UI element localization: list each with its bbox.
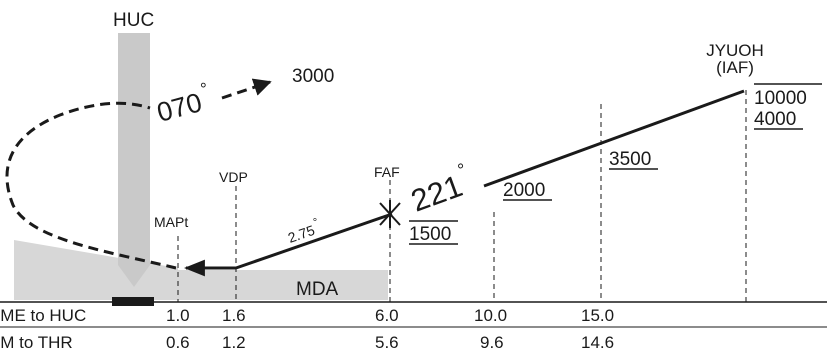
faf-altitude: 1500: [409, 224, 451, 245]
mapt-label: MAPt: [154, 214, 188, 230]
dme-value: 15.0: [581, 306, 614, 325]
dme-value: 6.0: [375, 306, 399, 325]
initial-segment-line: [483, 89, 745, 188]
huc-label: HUC: [113, 10, 154, 31]
nm-value: 9.6: [480, 333, 504, 352]
missed-approach-outbound: [221, 78, 272, 100]
iaf-type-label: (IAF): [716, 58, 754, 77]
nm-value: 5.6: [375, 333, 399, 352]
iaf-name-label: JYUOH: [706, 41, 764, 60]
glidepath-angle-degree: °: [312, 216, 320, 229]
obstacle-clearance-area: [14, 240, 178, 300]
nm-value: 0.6: [166, 333, 190, 352]
huc-tower: [118, 33, 150, 287]
missed-heading-value: 070: [154, 87, 205, 128]
faf-label: FAF: [374, 164, 400, 180]
missed-approach-path: [5, 101, 177, 270]
dme-value: 1.6: [222, 306, 246, 325]
step-altitude-2000: 2000: [503, 180, 545, 201]
dme-value: 10.0: [474, 306, 507, 325]
step-altitude-3500: 3500: [609, 149, 651, 170]
nm-row-label: NM to THR: [0, 333, 73, 352]
faf-fix-symbol: [379, 200, 401, 228]
iaf-altitude-upper: 10000: [754, 88, 807, 109]
dme-row-label: DME to HUC: [0, 306, 86, 325]
vdp-label: VDP: [219, 169, 248, 185]
final-course-value: 221: [406, 168, 467, 219]
missed-heading-degree: °: [199, 79, 210, 99]
final-course: 221 °: [406, 159, 468, 219]
missed-approach-heading: 070 °: [154, 79, 210, 128]
missed-approach-altitude: 3000: [292, 66, 334, 87]
iaf-altitude-lower: 4000: [754, 109, 796, 130]
mda-area: [178, 270, 388, 300]
nm-value: 14.6: [581, 333, 614, 352]
final-descent-line: [235, 212, 393, 270]
mda-label: MDA: [296, 279, 339, 300]
dme-value: 1.0: [166, 306, 190, 325]
nm-value: 1.2: [222, 333, 246, 352]
